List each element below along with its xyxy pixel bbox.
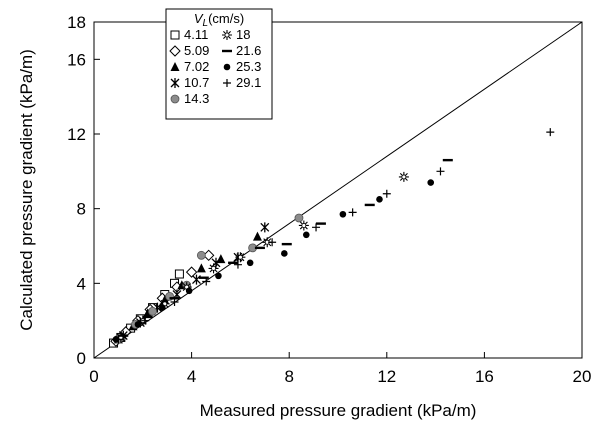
- data-point: [181, 282, 192, 293]
- legend-marker: [170, 94, 180, 104]
- legend-title: VL(cm/s): [194, 11, 244, 29]
- x-axis-title: Measured pressure gradient (kPa/m): [200, 401, 477, 420]
- data-point: [143, 308, 153, 318]
- legend-marker: [170, 62, 180, 71]
- data-point: [546, 128, 555, 137]
- x-tick-label: 0: [89, 367, 98, 386]
- data-point: [196, 250, 206, 260]
- y-tick-label: 0: [77, 349, 86, 368]
- data-point: [215, 272, 222, 280]
- data-point: [436, 167, 445, 176]
- data-point: [442, 158, 453, 162]
- data-point: [141, 316, 150, 325]
- data-point: [118, 334, 129, 337]
- data-point: [364, 203, 375, 207]
- data-point: [398, 171, 409, 182]
- data-point: [302, 231, 310, 239]
- legend-label: 18: [236, 27, 250, 42]
- data-point: [246, 259, 254, 267]
- data-point: [134, 321, 142, 328]
- legend-label: 25.3: [236, 59, 261, 74]
- legend-marker: [222, 49, 232, 53]
- legend-label: 10.7: [184, 75, 209, 90]
- data-point: [174, 269, 184, 279]
- legend-label: 7.02: [184, 59, 209, 74]
- data-point: [260, 222, 270, 233]
- legend-marker: [223, 79, 231, 87]
- data-point: [233, 260, 242, 269]
- y-tick-label: 12: [67, 125, 86, 144]
- legend-label: 4.11: [184, 27, 208, 42]
- legend-marker: [170, 78, 180, 88]
- plot-frame: [93, 21, 583, 359]
- legend-label: 21.6: [236, 43, 261, 58]
- data-point: [348, 208, 357, 217]
- axes: 0 4 8 12 16 20 0 4 8 12 16 18 Measured pressure grad…: [17, 13, 591, 420]
- data-point: [185, 266, 198, 278]
- data-point: [294, 213, 304, 223]
- legend-marker: [169, 45, 181, 57]
- data-point: [114, 335, 123, 344]
- legend-label: 5.09: [184, 43, 209, 58]
- legend-label: 29.1: [236, 75, 261, 90]
- data-point: [192, 274, 201, 285]
- data-point: [170, 298, 179, 306]
- data-point: [268, 238, 277, 247]
- data-point: [202, 277, 211, 286]
- y-tick-label: 4: [77, 274, 86, 293]
- legend-box: [165, 8, 273, 120]
- y-tick-label: 16: [67, 50, 86, 69]
- data-point: [252, 231, 262, 241]
- data-point: [235, 252, 246, 263]
- x-tick-label: 16: [475, 367, 494, 386]
- data-point: [159, 304, 166, 311]
- data-point: [281, 250, 288, 257]
- data-point: [148, 306, 157, 316]
- legend-marker: [222, 30, 232, 40]
- data-point: [427, 179, 435, 186]
- legend-marker: [223, 63, 231, 71]
- data-point: [315, 222, 326, 225]
- data-point: [376, 196, 383, 203]
- x-tick-label: 4: [187, 367, 196, 386]
- data-point: [382, 189, 391, 198]
- data-point: [281, 242, 292, 246]
- legend-label: 14.3: [184, 91, 209, 106]
- data-point: [228, 261, 239, 264]
- data-point: [339, 210, 347, 218]
- data-point: [198, 276, 209, 279]
- data-point: [142, 315, 153, 319]
- x-tick-label: 12: [377, 367, 396, 386]
- data-point: [196, 263, 206, 273]
- data-points: [109, 128, 555, 348]
- y-tick-label: 18: [67, 13, 86, 32]
- y-axis-title: Calculated pressure gradient (kPa/m): [17, 49, 36, 331]
- data-point: [298, 220, 309, 231]
- data-point: [208, 263, 219, 274]
- data-point: [254, 246, 265, 250]
- legend-marker: [170, 30, 180, 40]
- x-tick-label: 8: [284, 367, 293, 386]
- y-tick-label: 8: [77, 200, 86, 219]
- x-tick-label: 20: [573, 367, 592, 386]
- data-point: [185, 287, 193, 295]
- data-point: [312, 223, 321, 232]
